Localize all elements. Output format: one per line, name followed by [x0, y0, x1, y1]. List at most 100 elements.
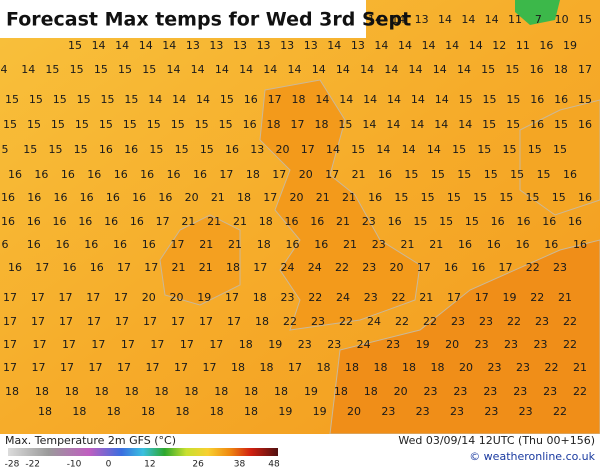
temperature: 17	[225, 291, 239, 304]
temperature: 23	[504, 338, 518, 351]
scale-label: -28	[5, 460, 20, 470]
temperature: 16	[530, 118, 544, 131]
temperature: 17	[150, 338, 164, 351]
temperature: 17	[59, 291, 73, 304]
temperature: 13	[257, 39, 271, 52]
temperature: 15	[484, 168, 498, 181]
temperature: 14	[398, 39, 412, 52]
continent	[329, 239, 600, 435]
temperature: 16	[471, 261, 485, 274]
temperature: 15	[27, 118, 41, 131]
title: Forecast Max temps for Wed 3rd Sept	[6, 9, 411, 31]
footer-run: Wed 03/09/14 12UTC (Thu 00+156)	[398, 434, 595, 447]
temperature: 18	[175, 405, 189, 418]
temperature: 24	[281, 261, 295, 274]
temperature: 15	[452, 143, 466, 156]
temperature: 16	[56, 238, 70, 251]
temperature: 15	[45, 63, 59, 76]
temperature: 14	[21, 63, 35, 76]
temperature: 15	[195, 118, 209, 131]
temperature: 14	[433, 63, 447, 76]
temperature: 15	[99, 118, 113, 131]
temperature: 18	[237, 191, 251, 204]
temperature: 23	[381, 405, 395, 418]
temperature: 17	[143, 315, 157, 328]
temperature: 20	[390, 261, 404, 274]
temperature: 18	[244, 405, 258, 418]
temperature: 23	[483, 385, 497, 398]
temperature: 14	[315, 93, 329, 106]
temperature: 16	[27, 238, 41, 251]
temperature: 15	[142, 63, 156, 76]
temperature: 17	[32, 361, 46, 374]
temperature: 24	[357, 338, 371, 351]
temperature: 16	[539, 39, 553, 52]
temperature: 23	[364, 291, 378, 304]
temperature: 22	[283, 315, 297, 328]
temperature: 20	[347, 405, 361, 418]
temperature: 17	[3, 315, 17, 328]
temperature: 15	[505, 63, 519, 76]
temperature: 15	[537, 168, 551, 181]
temperature: 21	[207, 215, 221, 228]
temperature: 15	[431, 168, 445, 181]
temperature: 21	[429, 238, 443, 251]
temperature: 17	[117, 261, 131, 274]
temperature: 16	[458, 238, 472, 251]
temperature: 22	[392, 291, 406, 304]
temperature: 18	[554, 63, 568, 76]
temperature: 16	[80, 191, 94, 204]
temperature: 16	[27, 215, 41, 228]
temperature: 20	[445, 338, 459, 351]
temperature: 18	[314, 118, 328, 131]
temperature: 17	[272, 168, 286, 181]
temperature: 17	[578, 63, 592, 76]
temperature: 21	[558, 291, 572, 304]
temperature: 16	[554, 93, 568, 106]
temperature: 23	[372, 238, 386, 251]
temperature: 16	[8, 168, 22, 181]
temperature: 15	[482, 118, 496, 131]
temperature: 5	[2, 143, 9, 156]
temperature: 16	[244, 93, 258, 106]
temperature: 19	[268, 338, 282, 351]
temperature: 17	[32, 338, 46, 351]
temperature: 16	[225, 143, 239, 156]
temperature: 13	[415, 13, 429, 26]
temperature: 18	[431, 361, 445, 374]
temperature: 14	[362, 118, 376, 131]
temperature: 13	[280, 39, 294, 52]
temperature: 15	[552, 191, 566, 204]
temperature: 17	[3, 338, 17, 351]
temperature: 15	[503, 143, 517, 156]
temperature: 16	[578, 118, 592, 131]
temperature: 15	[554, 118, 568, 131]
temperature: 17	[89, 361, 103, 374]
temperature: 18	[364, 385, 378, 398]
temperature: 16	[568, 215, 582, 228]
temperature: 18	[184, 385, 198, 398]
temperature: 15	[499, 191, 513, 204]
temperature: 6	[2, 238, 9, 251]
temperature: 17	[156, 215, 170, 228]
temperature: 20	[459, 361, 473, 374]
temperature: 21	[336, 215, 350, 228]
scale-label: 12	[144, 460, 155, 470]
temperature: 18	[154, 385, 168, 398]
temperature: 15	[29, 93, 43, 106]
temperature: 16	[53, 215, 67, 228]
temperature: 16	[130, 215, 144, 228]
temperature: 21	[233, 215, 247, 228]
temperature: 16	[378, 168, 392, 181]
temperature: 14	[438, 13, 452, 26]
temperature: 21	[228, 238, 242, 251]
temperature: 17	[59, 315, 73, 328]
temperature: 18	[402, 361, 416, 374]
temperature: 14	[457, 63, 471, 76]
temperature: 16	[530, 93, 544, 106]
temperature: 15	[75, 118, 89, 131]
temperature: 17	[171, 238, 185, 251]
temperature: 15	[457, 168, 471, 181]
